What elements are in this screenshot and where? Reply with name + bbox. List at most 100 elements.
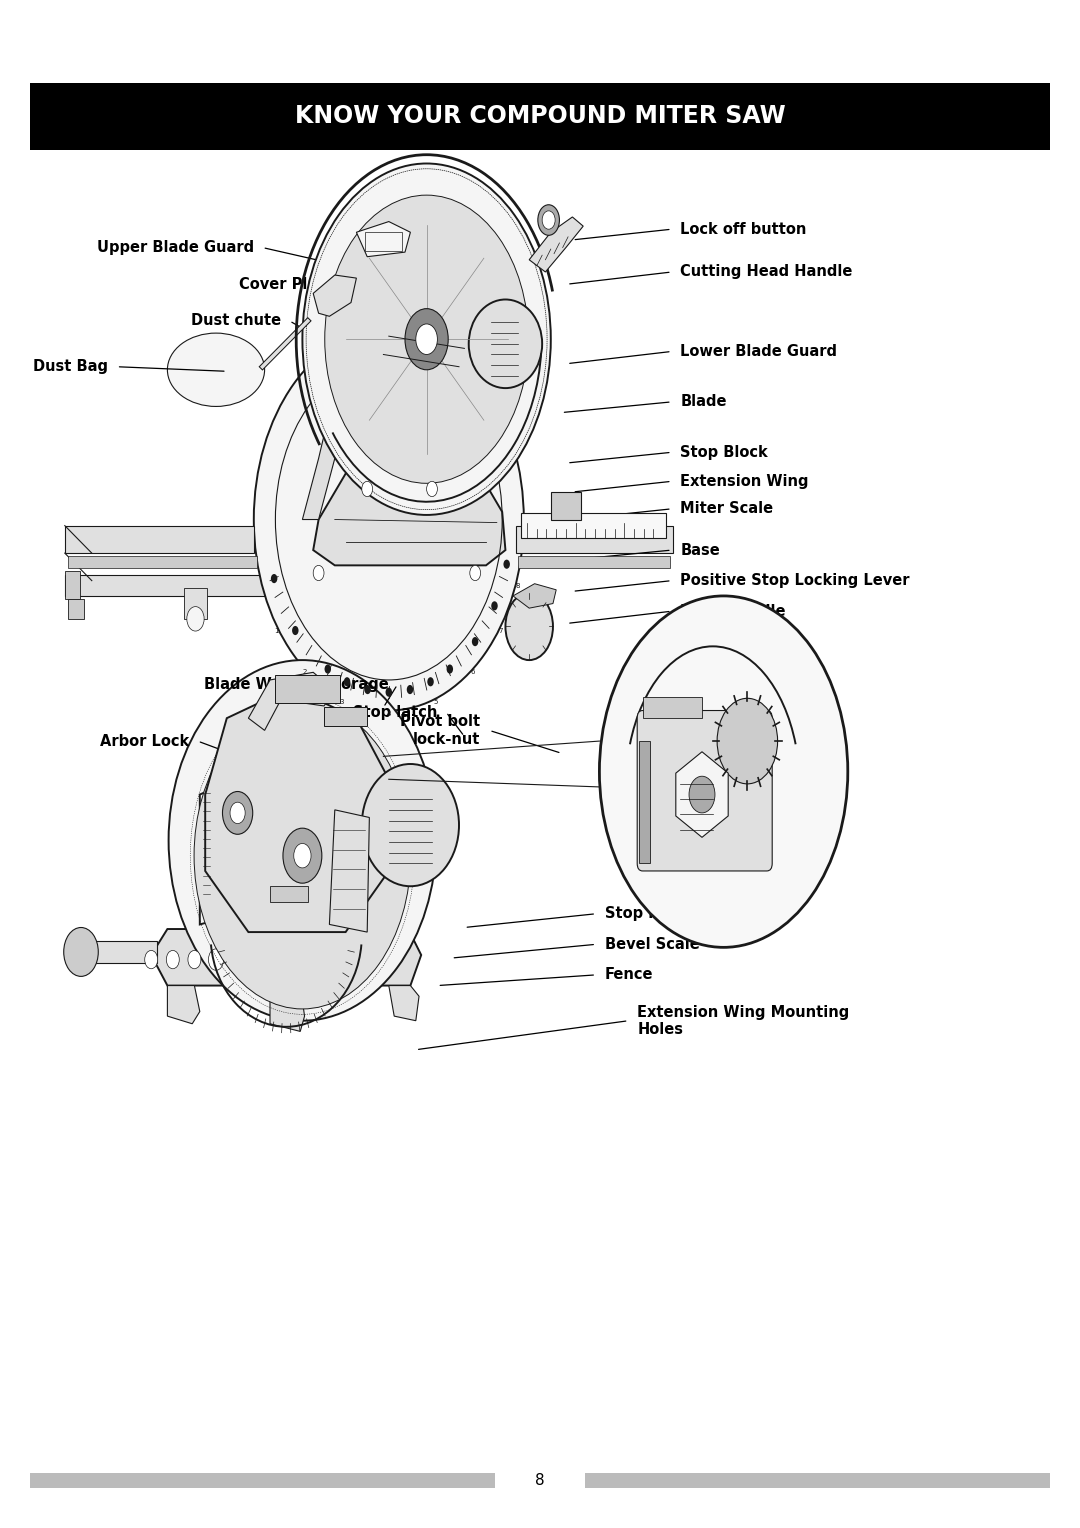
Bar (65, 526, 254, 553)
Polygon shape (356, 222, 410, 257)
Circle shape (166, 950, 179, 969)
Bar (324, 707, 367, 726)
Text: Arbor Lock: Arbor Lock (99, 733, 189, 749)
Circle shape (491, 601, 498, 610)
Bar (585, 1473, 1050, 1488)
Text: 4: 4 (387, 711, 391, 717)
Bar (551, 492, 581, 520)
Circle shape (689, 776, 715, 813)
Circle shape (407, 685, 414, 694)
Text: Cover Plate: Cover Plate (240, 277, 335, 292)
Text: 7: 7 (499, 628, 503, 634)
Ellipse shape (168, 660, 436, 1021)
Polygon shape (389, 986, 419, 1021)
Ellipse shape (469, 299, 542, 388)
Circle shape (254, 329, 524, 711)
Circle shape (230, 802, 245, 824)
Text: Blade Wrench Storage: Blade Wrench Storage (204, 677, 389, 692)
Text: Cutting Head Handle: Cutting Head Handle (680, 264, 853, 280)
FancyBboxPatch shape (637, 711, 772, 871)
Circle shape (283, 828, 322, 883)
Text: Miter Scale: Miter Scale (680, 501, 773, 516)
Text: Dust Bag: Dust Bag (33, 359, 108, 374)
Polygon shape (513, 584, 556, 608)
Circle shape (428, 677, 434, 686)
Circle shape (470, 565, 481, 581)
Circle shape (717, 698, 778, 784)
Bar (518, 556, 670, 568)
Ellipse shape (362, 764, 459, 886)
Text: Stop Block: Stop Block (680, 445, 768, 460)
Text: 6: 6 (471, 669, 475, 675)
Text: Lock off button: Lock off button (680, 222, 807, 237)
Polygon shape (205, 688, 389, 932)
Bar (275, 675, 340, 703)
Text: 8: 8 (536, 1473, 544, 1488)
Bar (65, 571, 80, 599)
Circle shape (188, 950, 201, 969)
Circle shape (271, 575, 278, 584)
Circle shape (313, 565, 324, 581)
Circle shape (447, 665, 454, 674)
Bar (30, 83, 1050, 150)
Polygon shape (68, 599, 84, 619)
Polygon shape (313, 275, 356, 316)
Polygon shape (302, 290, 378, 520)
Text: Lower Blade Guard: Lower Blade Guard (680, 344, 837, 359)
Text: Positive Stop Locking Lever: Positive Stop Locking Lever (680, 573, 909, 588)
Polygon shape (270, 986, 305, 1031)
Circle shape (194, 703, 410, 1008)
Polygon shape (248, 672, 335, 730)
Polygon shape (529, 217, 583, 272)
Bar (65, 575, 324, 596)
Circle shape (505, 593, 553, 660)
Circle shape (294, 843, 311, 868)
Circle shape (292, 626, 298, 636)
Text: Dust chute: Dust chute (191, 313, 281, 329)
Bar (184, 588, 207, 619)
Text: Pivot bolt
lock-nut: Pivot bolt lock-nut (401, 714, 481, 747)
Text: 1: 1 (274, 628, 279, 634)
Circle shape (364, 685, 370, 694)
Text: Stop latch: Stop latch (353, 704, 437, 720)
Circle shape (416, 324, 437, 354)
Text: Base: Base (680, 542, 720, 558)
Polygon shape (313, 443, 505, 565)
Circle shape (208, 949, 224, 970)
Circle shape (599, 596, 848, 947)
Circle shape (64, 927, 98, 976)
Circle shape (503, 559, 510, 568)
Text: Bevel Scale: Bevel Scale (605, 937, 700, 952)
Bar (30, 1473, 495, 1488)
Polygon shape (676, 752, 728, 837)
Text: Miter handle: Miter handle (680, 604, 786, 619)
Circle shape (222, 792, 253, 834)
Bar (76, 941, 157, 963)
Text: Stop latch: Stop latch (605, 906, 689, 921)
Text: KNOW YOUR COMPOUND MITER SAW: KNOW YOUR COMPOUND MITER SAW (295, 104, 785, 128)
Bar (643, 697, 702, 718)
Text: Extension Wing Mounting
Holes: Extension Wing Mounting Holes (637, 1004, 850, 1038)
Bar (516, 526, 673, 553)
Text: Extension Wing: Extension Wing (680, 474, 809, 489)
Polygon shape (200, 782, 240, 924)
Ellipse shape (167, 333, 265, 406)
Text: 5: 5 (433, 698, 437, 704)
Circle shape (472, 637, 478, 646)
Circle shape (187, 607, 204, 631)
Circle shape (284, 949, 299, 970)
Bar (270, 886, 308, 902)
Circle shape (538, 205, 559, 235)
Text: 3: 3 (339, 698, 345, 704)
Bar (68, 556, 257, 568)
Text: Upper Blade Guard: Upper Blade Guard (97, 240, 254, 255)
Polygon shape (329, 810, 369, 932)
Text: Fence: Fence (605, 967, 653, 983)
Circle shape (324, 665, 330, 674)
Bar (521, 513, 666, 538)
Polygon shape (167, 986, 200, 1024)
Text: 8: 8 (515, 582, 519, 588)
Circle shape (360, 949, 375, 970)
Circle shape (343, 677, 350, 686)
Circle shape (427, 481, 437, 497)
